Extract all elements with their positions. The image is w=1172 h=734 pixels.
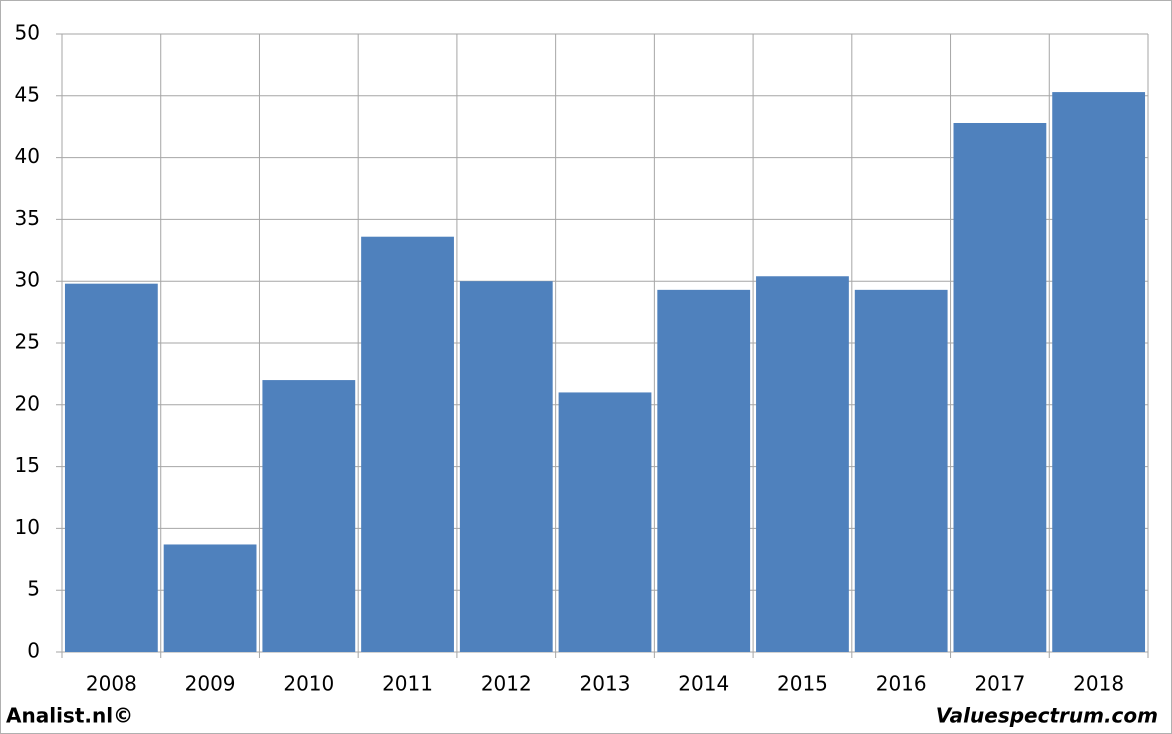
x-tick-label: 2008 [86, 672, 137, 696]
bar [558, 392, 652, 652]
x-tick-label: 2018 [1073, 672, 1124, 696]
y-tick-label: 5 [27, 577, 40, 601]
bar [953, 122, 1047, 652]
bar [163, 544, 257, 652]
bar [1052, 92, 1146, 653]
y-tick-label: 30 [15, 268, 40, 292]
y-tick-label: 20 [15, 391, 40, 415]
y-tick-label: 15 [15, 453, 40, 477]
bar [756, 276, 849, 652]
bar [459, 281, 553, 652]
footer-left: Analist.nl© [6, 704, 133, 728]
bar [657, 289, 751, 652]
y-tick-label: 45 [15, 82, 40, 106]
x-tick-label: 2015 [777, 672, 828, 696]
footer-right: Valuespectrum.com [936, 704, 1158, 728]
bar [854, 289, 948, 652]
y-tick-label: 25 [15, 330, 40, 354]
y-tick-label: 35 [15, 206, 40, 230]
x-tick-label: 2017 [974, 672, 1025, 696]
y-tick-label: 50 [15, 21, 40, 45]
bar [361, 236, 454, 653]
bar [64, 283, 158, 652]
x-tick-label: 2009 [185, 672, 236, 696]
x-tick-label: 2010 [283, 672, 334, 696]
x-tick-label: 2012 [481, 672, 532, 696]
x-tick-label: 2011 [382, 672, 433, 696]
x-tick-label: 2013 [580, 672, 631, 696]
plot-area: 0 5 10 15 20 25 30 35 40 45 50 2008 2009 2010 2011 2012… [15, 21, 1149, 696]
bar [262, 380, 356, 652]
x-tick-label: 2014 [678, 672, 729, 696]
y-tick-label: 0 [27, 639, 40, 663]
y-tick-label: 40 [15, 144, 40, 168]
y-tick-label: 10 [15, 515, 40, 539]
x-tick-label: 2016 [876, 672, 927, 696]
